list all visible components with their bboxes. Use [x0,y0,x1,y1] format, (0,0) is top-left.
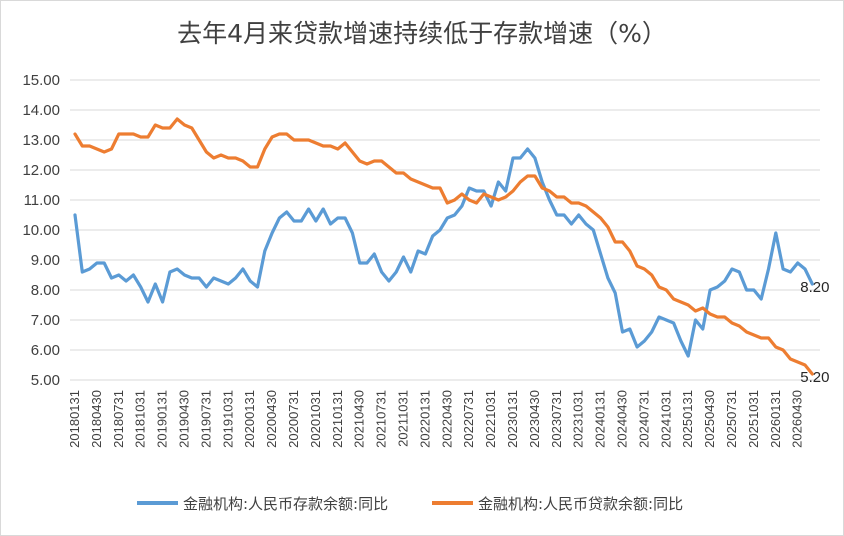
series-line-1 [73,117,814,376]
x-tick-label: 20210731 [374,390,389,448]
y-tick-label: 6.00 [31,342,60,359]
x-tick-label: 20190430 [177,390,192,448]
end-label-0: 8.20 [800,279,829,296]
x-tick-label: 20210131 [330,390,345,448]
x-tick-label: 20221031 [483,390,498,448]
x-tick-label: 20201031 [308,390,323,448]
x-axis-ticks: 20180131 20180430 20180731 20181031 20190131… [67,390,805,448]
y-tick-label: 7.00 [31,312,60,329]
x-tick-label: 20200430 [264,390,279,448]
y-tick-label: 14.00 [22,102,60,119]
x-tick-label: 20210430 [352,390,367,448]
x-tick-label: 20240131 [593,390,608,448]
x-tick-label: 20200731 [286,390,301,448]
x-tick-label: 20180131 [67,390,82,448]
y-tick-label: 9.00 [31,252,60,269]
y-tick-label: 12.00 [22,162,60,179]
x-tick-label: 20250430 [702,390,717,448]
x-tick-label: 20231031 [571,390,586,448]
x-tick-label: 20260131 [768,390,783,448]
x-tick-label: 20230430 [527,390,542,448]
x-tick-label: 20241031 [658,390,673,448]
series-lines [73,117,814,376]
x-tick-label: 20211031 [396,390,411,447]
y-tick-label: 11.00 [24,192,60,209]
x-tick-label: 20230731 [549,390,564,448]
x-tick-label: 20220430 [439,390,454,448]
x-tick-label: 20251031 [746,390,761,448]
x-tick-label: 20240731 [636,390,651,448]
y-tick-label: 10.00 [22,222,60,239]
x-tick-label: 20220731 [461,390,476,448]
end-label-1: 5.20 [800,369,829,386]
y-tick-label: 8.00 [31,282,60,299]
x-tick-label: 20180731 [111,390,126,448]
x-tick-label: 20250731 [724,390,739,448]
x-tick-label: 20260430 [790,390,805,448]
gridlines [70,79,820,381]
x-tick-label: 20240430 [615,390,630,448]
chart-title: 去年4月来贷款增速持续低于存款增速（%） [177,19,667,48]
series-line-0 [73,147,814,358]
legend-label-loans: 金融机构:人民币贷款余额:同比 [478,495,683,513]
x-tick-label: 20191031 [220,390,235,448]
legend: 金融机构:人民币存款余额:同比 金融机构:人民币贷款余额:同比 [137,495,683,513]
end-labels: 8.20 5.20 [800,279,829,386]
x-tick-label: 20180430 [89,390,104,448]
x-tick-label: 20220131 [417,390,432,448]
x-tick-label: 20190731 [198,390,213,448]
legend-label-deposits: 金融机构:人民币存款余额:同比 [183,495,388,513]
y-tick-label: 15.00 [22,72,60,89]
x-tick-label: 20181031 [133,390,148,448]
y-tick-label: 13.00 [22,132,60,149]
y-tick-label: 5.00 [31,372,60,389]
x-tick-label: 20200131 [242,390,257,448]
y-axis-ticks: 5.00 6.00 7.00 8.00 9.00 10.00 11.00 12.00 13.00… [22,72,60,389]
x-tick-label: 20190131 [155,390,170,448]
x-tick-label: 20230131 [505,390,520,448]
x-tick-label: 20250131 [680,390,695,448]
